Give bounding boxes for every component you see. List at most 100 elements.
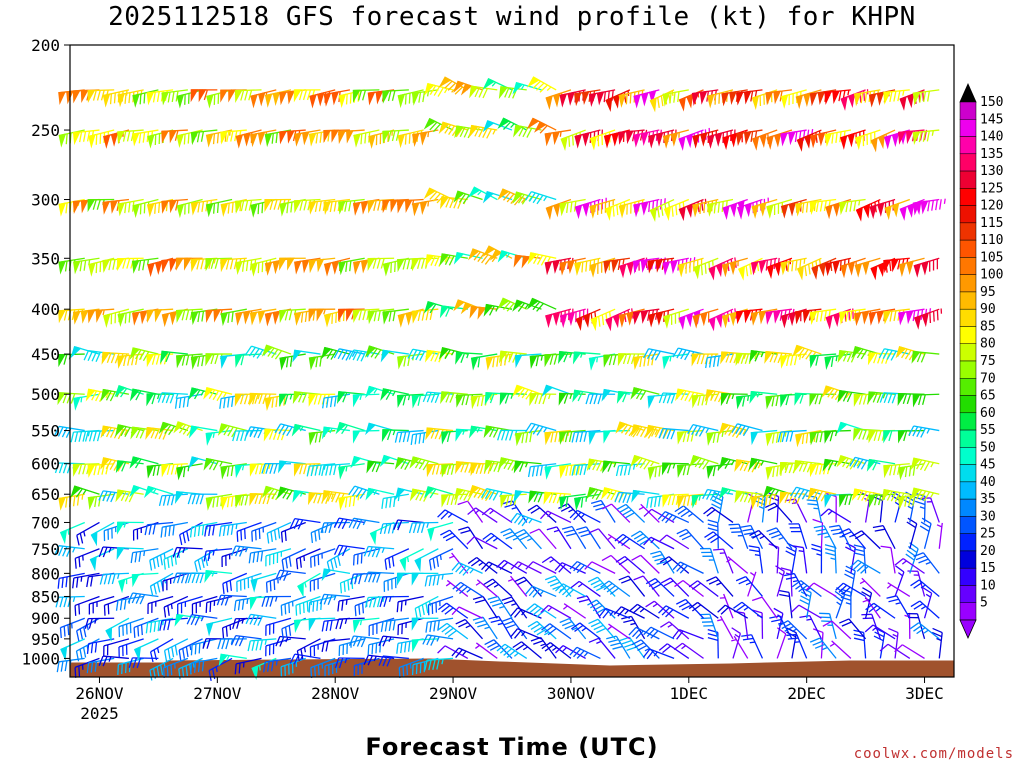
wind-barb [661,462,689,476]
wind-barb [555,645,586,659]
wind-barb [869,198,896,220]
wind-barb [541,623,572,640]
wind-barb [261,344,292,360]
colorbar-label: 75 [980,354,996,369]
wind-barb [717,615,734,640]
colorbar-segment [959,533,977,552]
wind-barb [440,391,468,405]
wind-barb [249,129,277,148]
wind-barb [884,198,911,221]
wind-barb [825,198,852,220]
wind-barb [779,461,807,475]
wind-barb [482,532,513,550]
wind-barb [291,423,321,437]
wind-barb [601,554,631,574]
wind-barb [878,348,910,361]
wind-barb [57,572,85,589]
colorbar-label: 45 [980,458,996,473]
wind-barb [731,635,749,659]
wind-barb [870,129,896,153]
wind-barb [554,562,586,574]
wind-barb [129,484,159,498]
wind-barb [734,490,763,504]
wind-barb [189,425,218,439]
colorbar-segment [959,429,977,448]
wind-barb [805,495,823,523]
colorbar-label: 100 [980,268,1003,283]
wind-barb [645,600,675,619]
wind-barb [616,390,645,404]
wind-barb [865,602,896,619]
wind-barb [688,580,719,597]
wind-barb [367,308,395,325]
wind-barb [468,124,498,139]
wind-barb [410,429,439,446]
wind-barb [633,198,666,218]
wind-barb [437,602,469,619]
wind-barb [643,536,675,550]
wind-barb [792,344,822,361]
wind-barb [179,521,203,546]
wind-barb [868,308,896,326]
colorbar-top-arrow [959,83,977,103]
wind-barb [512,384,542,400]
wind-barb [699,547,719,574]
wind-barb [570,580,601,597]
wind-barb [569,560,601,574]
wind-barb [894,558,925,574]
y-tick-label: 700 [31,513,60,532]
credit-link[interactable]: coolwx.com/models [853,746,1014,762]
wind-barb [335,421,365,435]
wind-barb [323,89,351,107]
wind-barb [824,353,851,370]
y-tick-label: 500 [31,385,60,404]
wind-barb [481,507,513,524]
wind-barb [335,617,365,630]
wind-barb [396,595,424,613]
wind-barb [588,528,616,550]
wind-barb [98,655,129,667]
wind-barb [408,521,439,534]
wind-barb [321,568,351,582]
wind-barb [936,522,943,549]
wind-barb [788,523,808,549]
wind-barb [294,257,321,275]
wind-barb [525,561,557,574]
wind-barb [589,129,616,151]
wind-barb [368,617,395,637]
wind-barb [451,561,483,576]
wind-barb [250,257,277,277]
colorbar-label: 80 [980,337,996,352]
wind-barb [76,617,100,642]
wind-barb [264,198,292,213]
wind-barb [334,657,365,669]
wind-barb [281,548,307,571]
wind-barb [544,129,572,147]
wind-barb [906,517,918,549]
wind-barb [423,117,454,133]
wind-barb [230,634,262,647]
wind-barb [662,129,689,149]
wind-barb [118,638,144,658]
wind-barb [352,617,380,634]
wind-barb [931,627,943,659]
wind-barb [220,129,247,145]
wind-barb [507,575,528,597]
wind-barb [839,528,867,550]
wind-barb [411,89,439,106]
wind-barb [484,392,513,406]
wind-barb [741,634,764,659]
wind-barb [691,89,719,106]
wind-barb [353,129,380,148]
wind-barb [750,429,778,446]
colorbar-label: 85 [980,319,996,334]
wind-barb [163,595,189,618]
wind-barb [588,618,616,640]
colorbar-label: 15 [980,561,996,576]
colorbar-segment [959,378,977,396]
x-tick-label: 26NOV [75,684,124,703]
wind-barb [279,353,306,371]
wind-barb [676,463,704,479]
wind-barb [720,393,748,407]
colorbar-segment [959,170,977,189]
